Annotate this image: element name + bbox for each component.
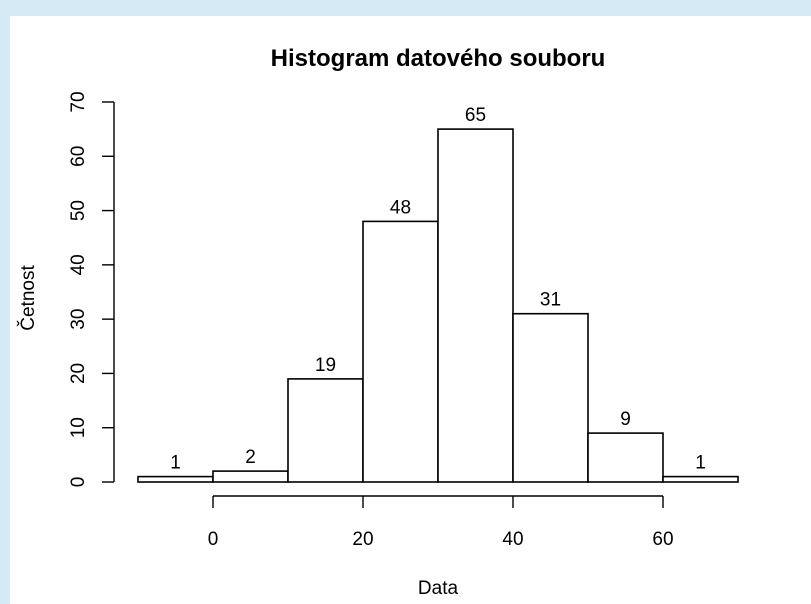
chart-title: Histogram datového souboru — [271, 45, 606, 72]
histogram-bar — [437, 128, 514, 483]
histogram-bar — [137, 475, 214, 483]
y-tick-label: 50 — [68, 200, 89, 221]
bar-value-label: 65 — [465, 105, 486, 126]
y-tick-label: 70 — [68, 91, 89, 112]
x-axis-label: Data — [418, 578, 459, 599]
x-tick-label: 20 — [352, 529, 373, 550]
histogram-bar — [587, 432, 664, 483]
bar-value-label: 1 — [170, 453, 181, 474]
bar-value-label: 19 — [315, 355, 336, 376]
data-labels-layer: 1 2 19 48 65 31 9 1 — [170, 105, 706, 474]
x-axis: 0 20 40 60 — [208, 495, 674, 550]
histogram-bar — [287, 378, 364, 483]
y-tick-label: 0 — [68, 477, 89, 488]
y-tick-label: 10 — [68, 417, 89, 438]
y-axis: 0 10 20 30 40 50 60 70 — [68, 91, 115, 488]
y-axis-label: Četnost — [17, 265, 39, 331]
bar-value-label: 9 — [620, 409, 631, 430]
histogram-bar — [212, 470, 289, 483]
histogram-bar — [512, 312, 589, 483]
x-tick-label: 40 — [502, 529, 523, 550]
bar-value-label: 31 — [540, 290, 561, 311]
histogram-bar — [362, 220, 439, 483]
y-tick-label: 40 — [68, 254, 89, 275]
bar-value-label: 48 — [390, 197, 411, 218]
x-tick-label: 60 — [652, 529, 673, 550]
bar-value-label: 1 — [695, 453, 706, 474]
histogram-bar — [662, 475, 739, 483]
y-tick-label: 30 — [68, 309, 89, 330]
bars-layer — [137, 128, 739, 483]
y-tick-label: 20 — [68, 363, 89, 384]
bar-value-label: 2 — [245, 447, 256, 468]
y-tick-label: 60 — [68, 146, 89, 167]
x-tick-label: 0 — [208, 529, 219, 550]
